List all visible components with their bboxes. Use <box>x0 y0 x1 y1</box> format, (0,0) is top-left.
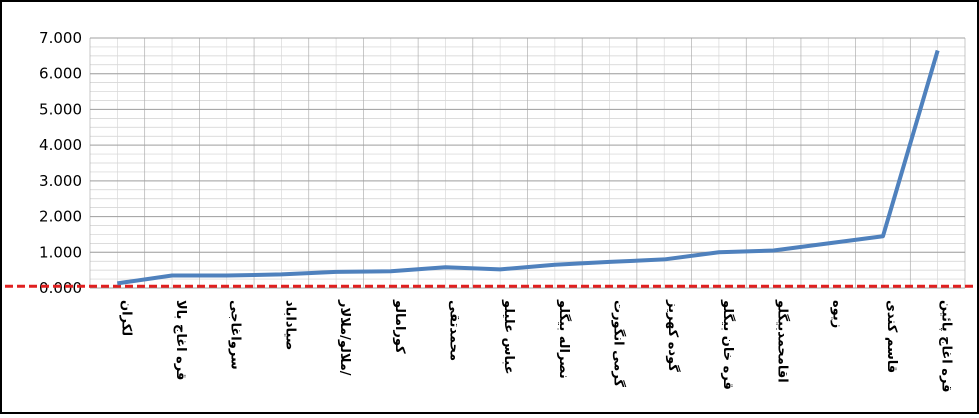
x-tick-label: سرواغاجی <box>228 300 243 370</box>
x-tick-label: گرمی انگورت <box>611 300 627 387</box>
y-tick-label: 2.000 <box>39 208 82 226</box>
x-tick-label: نصراله بیگلو <box>556 299 572 379</box>
y-tick-label: 0.000 <box>39 279 82 297</box>
x-tick-label: قره خان بیگلو <box>720 299 736 390</box>
y-tick-label: 3.000 <box>39 172 82 190</box>
line <box>117 49 940 286</box>
y-tick-label: 5.000 <box>39 100 82 118</box>
y-tick-label: 6.000 <box>39 65 82 83</box>
x-tick-label: گوده کهریز <box>665 299 681 372</box>
x-tick-label: ملالو/ملالار/ <box>337 299 352 376</box>
x-tick-label: قره اغاج پائین <box>939 300 954 393</box>
x-tick-label: کورامالو <box>392 299 407 354</box>
x-tick-label: اقامحمدبیگلو <box>775 299 791 383</box>
x-tick-label: قاسم کندی <box>884 300 899 373</box>
y-tick-label: 4.000 <box>39 136 82 154</box>
y-tick-label: 1.000 <box>39 243 82 261</box>
x-tick-label: عباس علیلو <box>501 299 516 374</box>
x-tick-label: محمدتقی <box>446 300 461 361</box>
x-tick-label: زیوه <box>829 300 844 328</box>
x-tick-label: صیاداباد <box>282 300 297 350</box>
x-tick-label: قره اغاج بالا <box>173 300 188 380</box>
y-tick-label: 7.000 <box>39 29 82 47</box>
x-tick-label: لکران <box>118 300 133 336</box>
